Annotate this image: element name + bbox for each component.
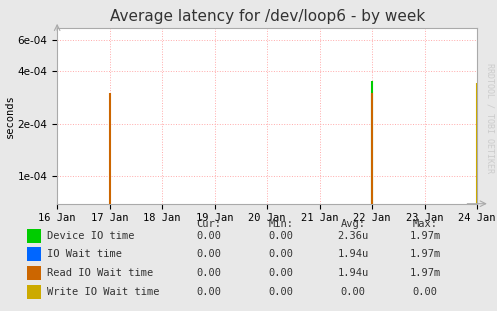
Text: 0.00: 0.00 bbox=[413, 287, 437, 297]
Text: 2.36u: 2.36u bbox=[337, 231, 368, 241]
Text: Device IO time: Device IO time bbox=[47, 231, 135, 241]
Text: 0.00: 0.00 bbox=[196, 249, 221, 259]
Text: Read IO Wait time: Read IO Wait time bbox=[47, 268, 154, 278]
Text: 0.00: 0.00 bbox=[196, 287, 221, 297]
Text: 0.00: 0.00 bbox=[340, 287, 365, 297]
Text: 1.97m: 1.97m bbox=[410, 268, 440, 278]
Text: 0.00: 0.00 bbox=[268, 268, 293, 278]
Title: Average latency for /dev/loop6 - by week: Average latency for /dev/loop6 - by week bbox=[109, 9, 425, 24]
Text: Max:: Max: bbox=[413, 219, 437, 229]
Text: Min:: Min: bbox=[268, 219, 293, 229]
Text: 0.00: 0.00 bbox=[196, 268, 221, 278]
Text: 0.00: 0.00 bbox=[268, 231, 293, 241]
Text: RRDTOOL / TOBI OETIKER: RRDTOOL / TOBI OETIKER bbox=[486, 63, 495, 173]
Text: 1.97m: 1.97m bbox=[410, 249, 440, 259]
Text: Avg:: Avg: bbox=[340, 219, 365, 229]
Text: 0.00: 0.00 bbox=[196, 231, 221, 241]
Text: 0.00: 0.00 bbox=[268, 287, 293, 297]
Y-axis label: seconds: seconds bbox=[5, 94, 15, 138]
Text: Cur:: Cur: bbox=[196, 219, 221, 229]
Text: 1.94u: 1.94u bbox=[337, 268, 368, 278]
Text: Write IO Wait time: Write IO Wait time bbox=[47, 287, 160, 297]
Text: 1.97m: 1.97m bbox=[410, 231, 440, 241]
Text: 1.94u: 1.94u bbox=[337, 249, 368, 259]
Text: IO Wait time: IO Wait time bbox=[47, 249, 122, 259]
Text: 0.00: 0.00 bbox=[268, 249, 293, 259]
